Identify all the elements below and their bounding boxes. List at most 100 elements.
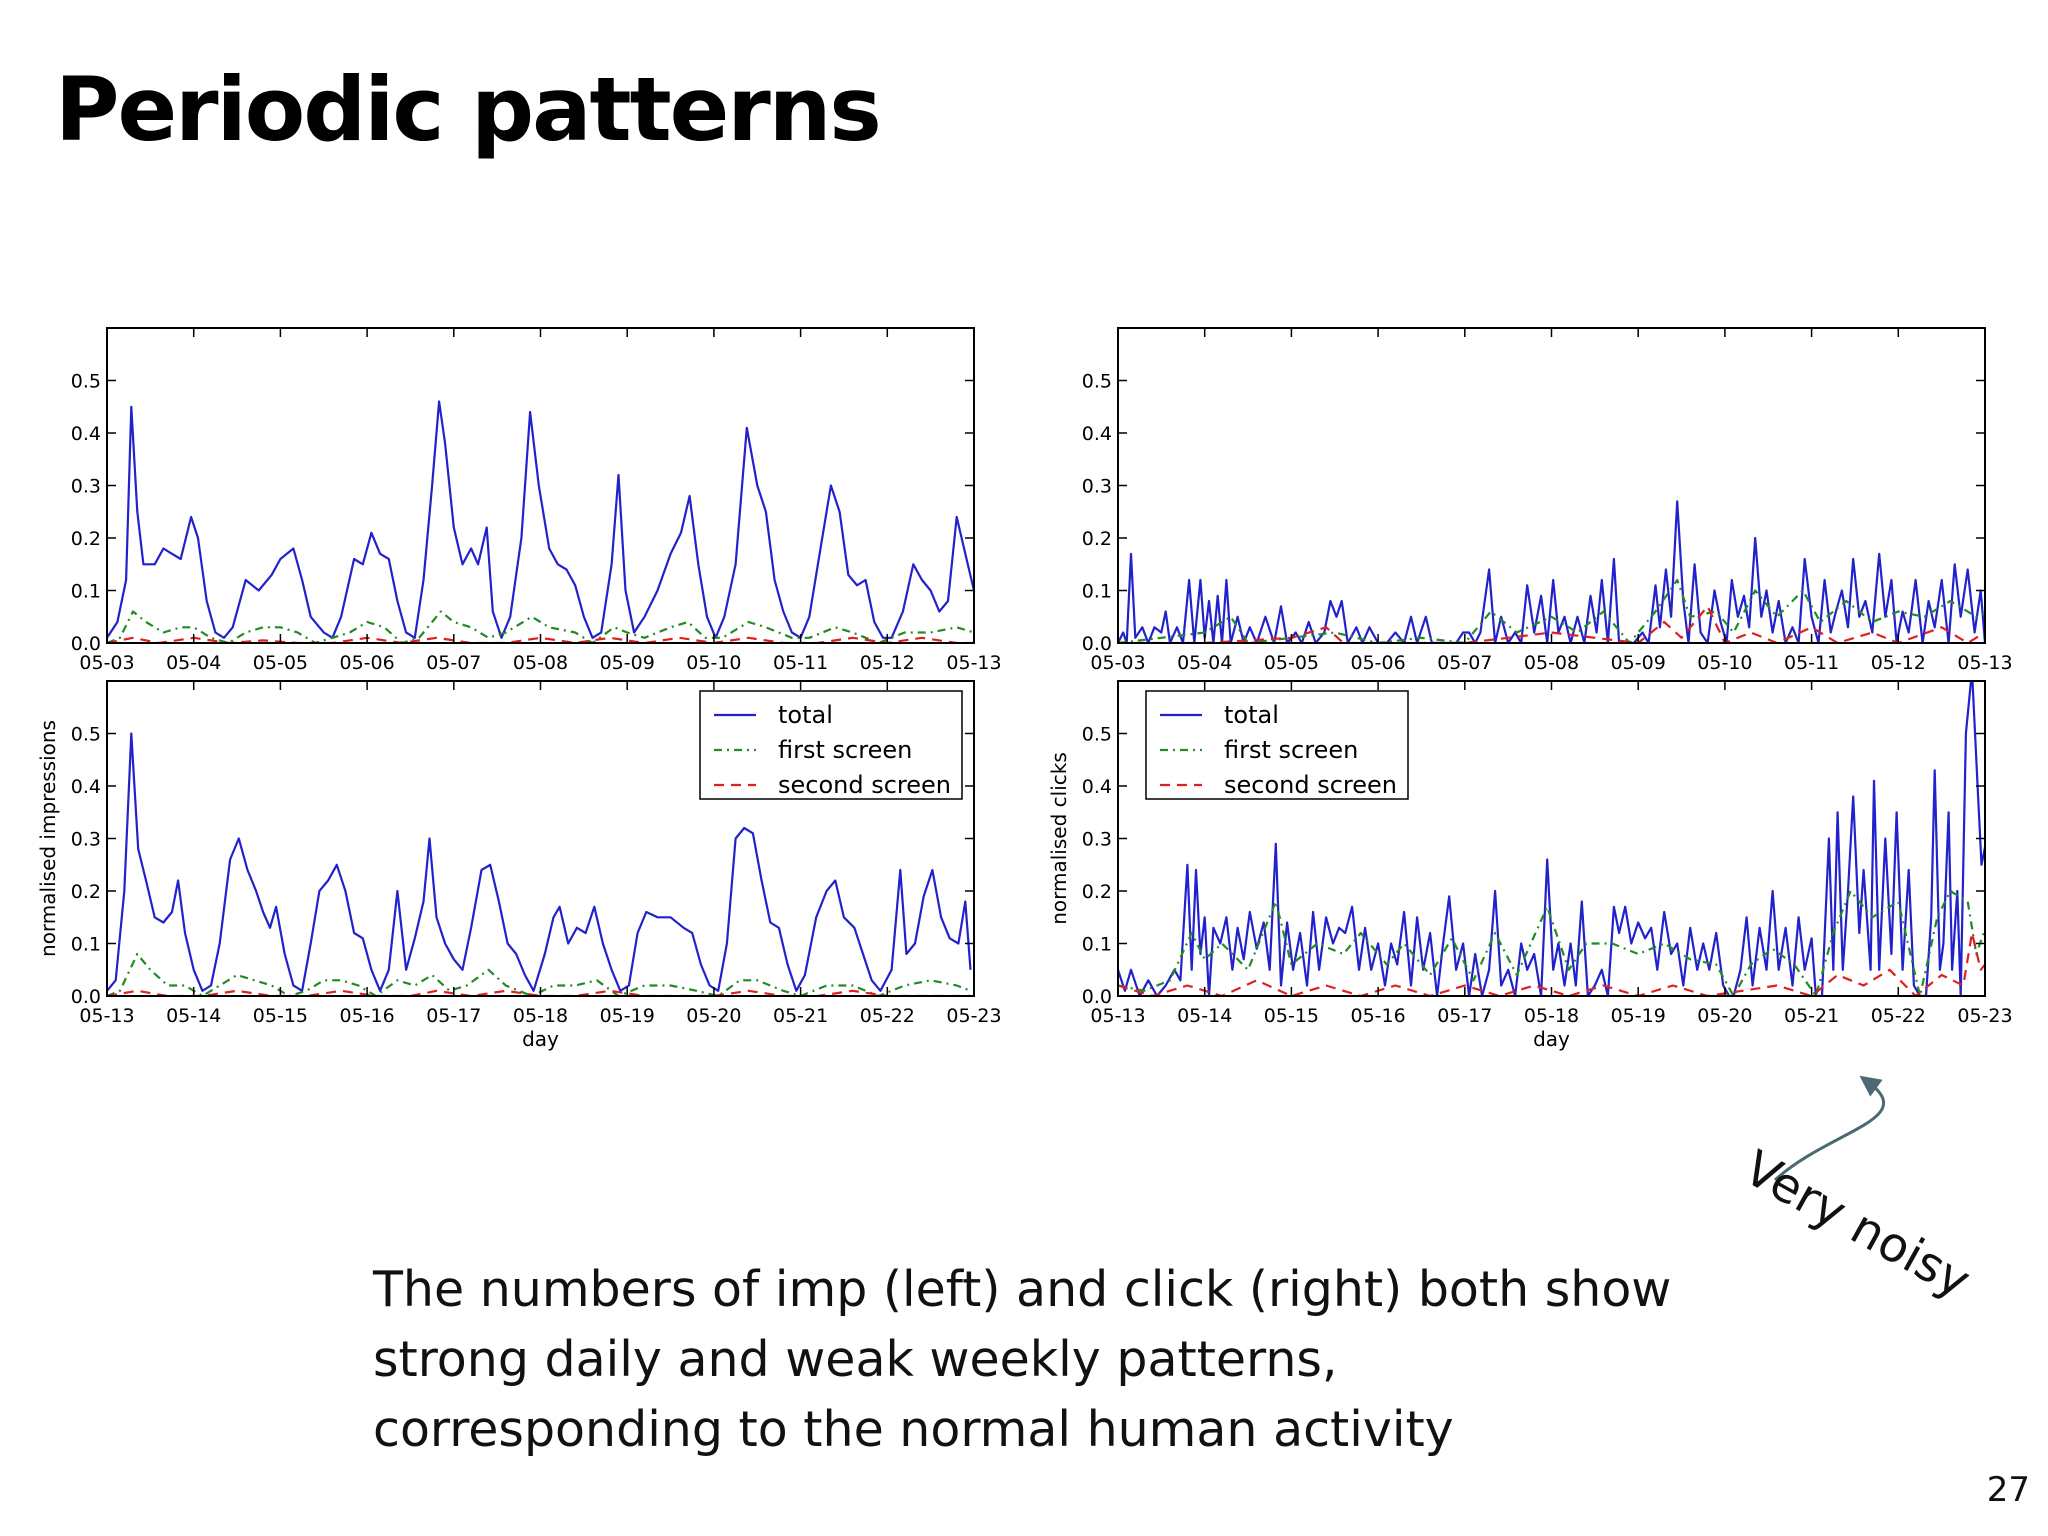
- y-tick-label: 0.1: [71, 581, 101, 603]
- y-tick-label: 0.0: [71, 633, 101, 655]
- y-tick-label: 0.1: [71, 934, 101, 956]
- x-tick-label: 05-23: [946, 1005, 1001, 1027]
- legend-label: second screen: [778, 771, 951, 799]
- series-line-second-screen: [107, 636, 974, 643]
- legend-box: [699, 690, 963, 800]
- y-tick-label: 0.4: [1082, 776, 1112, 798]
- x-tick-label: 05-19: [1611, 1005, 1666, 1027]
- x-tick-label: 05-18: [1524, 1005, 1579, 1027]
- x-tick-label: 05-14: [166, 1005, 221, 1027]
- y-tick-label: 0.1: [1082, 934, 1112, 956]
- x-tick-label: 05-13: [946, 652, 1001, 674]
- x-tick-label: 05-18: [513, 1005, 568, 1027]
- series-line-second-screen: [107, 989, 971, 996]
- x-tick-label: 05-08: [1524, 652, 1579, 674]
- y-tick-label: 0.5: [71, 371, 101, 393]
- x-tick-label: 05-13: [79, 1005, 134, 1027]
- x-tick-label: 05-20: [1697, 1005, 1752, 1027]
- caption-line-2: strong daily and weak weekly patterns,: [373, 1331, 1338, 1388]
- chart-clicks-top: 0.0 0.1 0.2 0.3 0.4 0.5 05-03 05-04 05-05 05-06 05…: [1082, 327, 2013, 674]
- y-tick-label: 0.4: [1082, 423, 1112, 445]
- series-line-first-screen: [1118, 889, 1985, 996]
- y-tick-label: 0.5: [71, 724, 101, 746]
- legend-box: [1145, 690, 1409, 800]
- legend-label: total: [1224, 701, 1279, 729]
- series-line-total: [107, 400, 974, 639]
- chart-impressions-top: 0.0 0.1 0.2 0.3 0.4 0.5 05-03 05-04 05-05 05-06 05…: [71, 327, 1002, 674]
- y-tick-label: 0.0: [71, 986, 101, 1008]
- x-tick-label: 05-11: [773, 652, 828, 674]
- legend: total first screen second screen: [699, 690, 963, 800]
- x-tick-label: 05-11: [1784, 652, 1839, 674]
- x-tick-label: 05-20: [686, 1005, 741, 1027]
- x-tick-label: 05-23: [1957, 1005, 2012, 1027]
- legend: total first screen second screen: [1145, 690, 1409, 800]
- caption-line-3: corresponding to the normal human activi…: [373, 1401, 1454, 1458]
- y-tick-label: 0.3: [71, 829, 101, 851]
- series-line-first-screen: [1118, 578, 1985, 643]
- x-tick-label: 05-09: [1611, 652, 1666, 674]
- x-tick-label: 05-15: [253, 1005, 308, 1027]
- y-tick-label: 0.3: [1082, 476, 1112, 498]
- y-tick-label: 0.0: [1082, 633, 1112, 655]
- x-tick-label: 05-13: [1957, 652, 2012, 674]
- y-tick-label: 0.4: [71, 423, 101, 445]
- page-number: 27: [1986, 1470, 2030, 1510]
- x-tick-label: 05-12: [860, 652, 915, 674]
- series-line-first-screen: [107, 610, 974, 643]
- series-line-total: [1118, 681, 1985, 996]
- series-line-total: [1118, 500, 1985, 643]
- x-tick-label: 05-09: [600, 652, 655, 674]
- plot-frame: [106, 327, 975, 644]
- x-tick-label: 05-16: [339, 1005, 394, 1027]
- x-tick-label: 05-06: [1350, 652, 1405, 674]
- x-tick-label: 05-07: [1437, 652, 1492, 674]
- y-tick-label: 0.4: [71, 776, 101, 798]
- y-tick-label: 0.2: [1082, 881, 1112, 903]
- x-tick-label: 05-21: [773, 1005, 828, 1027]
- caption-line-1: The numbers of imp (left) and click (rig…: [373, 1261, 1672, 1318]
- x-tick-label: 05-08: [513, 652, 568, 674]
- x-tick-label: 05-15: [1264, 1005, 1319, 1027]
- y-tick-label: 0.3: [1082, 829, 1112, 851]
- chart-impressions-bottom: 0.0 0.1 0.2 0.3 0.4 0.5 05-13 05-14 05-15 05-16 05…: [36, 680, 1002, 1051]
- chart-clicks-bottom: 0.0 0.1 0.2 0.3 0.4 0.5 05-13 05-14 05-15 05-16 05…: [1047, 680, 2013, 1051]
- x-tick-label: 05-14: [1177, 1005, 1232, 1027]
- series-line-second-screen: [1118, 931, 1985, 996]
- slide-title: Periodic patterns: [55, 58, 882, 161]
- x-tick-label: 05-17: [426, 1005, 481, 1027]
- x-tick-label: 05-03: [79, 652, 134, 674]
- y-axis-label: normalised clicks: [1047, 752, 1071, 925]
- legend-label: first screen: [1224, 736, 1358, 764]
- x-tick-label: 05-10: [686, 652, 741, 674]
- x-tick-label: 05-04: [1177, 652, 1232, 674]
- x-tick-label: 05-06: [339, 652, 394, 674]
- legend-label: second screen: [1224, 771, 1397, 799]
- y-tick-label: 0.2: [71, 528, 101, 550]
- y-tick-label: 0.0: [1082, 986, 1112, 1008]
- y-tick-label: 0.2: [1082, 528, 1112, 550]
- caption: The numbers of imp (left) and click (rig…: [373, 1255, 1773, 1465]
- x-tick-label: 05-16: [1350, 1005, 1405, 1027]
- x-tick-label: 05-07: [426, 652, 481, 674]
- x-tick-label: 05-21: [1784, 1005, 1839, 1027]
- x-tick-label: 05-12: [1871, 652, 1926, 674]
- x-tick-label: 05-04: [166, 652, 221, 674]
- series-line-total: [107, 732, 972, 992]
- legend-label: first screen: [778, 736, 912, 764]
- x-axis-label: day: [522, 1027, 559, 1051]
- x-tick-label: 05-19: [600, 1005, 655, 1027]
- x-tick-label: 05-13: [1090, 1005, 1145, 1027]
- y-tick-label: 0.3: [71, 476, 101, 498]
- x-tick-label: 05-22: [860, 1005, 915, 1027]
- series-line-first-screen: [107, 952, 971, 996]
- x-tick-label: 05-22: [1871, 1005, 1926, 1027]
- y-tick-label: 0.5: [1082, 724, 1112, 746]
- x-tick-label: 05-10: [1697, 652, 1752, 674]
- annotation-arrow: [1773, 1075, 1885, 1182]
- y-tick-label: 0.5: [1082, 371, 1112, 393]
- y-tick-label: 0.1: [1082, 581, 1112, 603]
- y-tick-label: 0.2: [71, 881, 101, 903]
- x-tick-label: 05-05: [253, 652, 308, 674]
